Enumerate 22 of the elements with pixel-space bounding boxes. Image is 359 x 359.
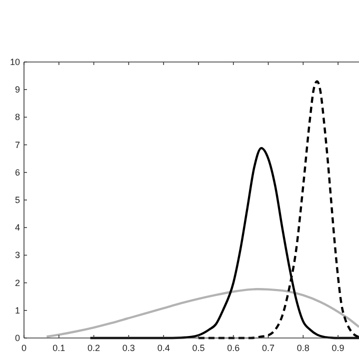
y-tick-label: 2 [14,278,20,288]
y-tick-label: 3 [14,250,20,260]
x-tick-label: 0.2 [88,343,100,353]
y-tick-label: 0 [14,333,20,343]
x-tick-label: 0.1 [52,343,66,353]
x-tick-label: 0.8 [296,343,310,353]
y-tick-label: 9 [14,84,20,95]
x-tick-label: 0.5 [192,343,205,353]
y-tick-label: 10 [10,57,20,67]
y-tick-label: 6 [14,167,20,178]
x-tick-label: 0.3 [122,343,135,353]
x-tick-label: 0.9 [332,343,344,353]
y-tick-label: 4 [14,222,20,233]
x-tick-label: 0.6 [227,343,240,353]
x-tick-label: 0.7 [262,343,275,353]
y-tick-label: 7 [14,140,20,150]
y-tick-label: 8 [14,112,20,122]
y-tick-label: 1 [14,305,20,316]
x-tick-label: 0 [21,343,27,353]
y-tick-label: 5 [14,195,20,205]
x-tick-label: 0.4 [157,343,170,353]
line-series [46,288,359,338]
